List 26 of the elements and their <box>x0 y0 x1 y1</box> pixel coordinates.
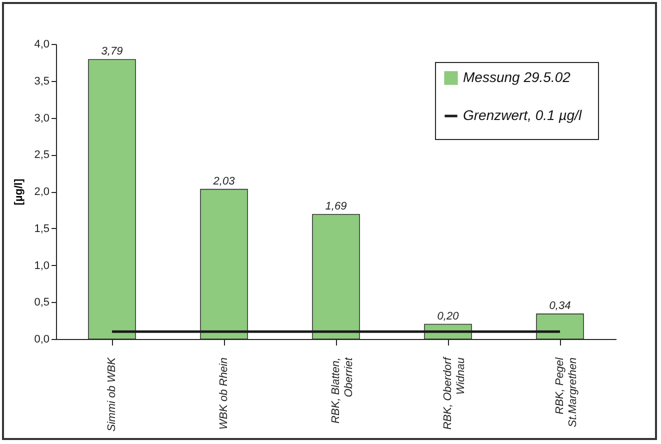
bar <box>312 214 360 340</box>
data-label: 0,34 <box>549 300 571 312</box>
y-tick-label: 1,5 <box>34 222 50 235</box>
x-tick-label: RBK, Oberdorf Widnau <box>442 356 467 430</box>
y-tick-label: 3,5 <box>34 75 50 88</box>
bar <box>88 59 136 340</box>
y-tick-label: 3,0 <box>34 112 50 124</box>
y-tick-label: 4,0 <box>34 38 50 50</box>
data-label: 2,03 <box>212 175 236 188</box>
data-label: 1,69 <box>325 200 347 212</box>
x-tick-label: RBK, Pegel St.Margrethen <box>554 356 579 428</box>
data-label: 0,20 <box>437 310 460 322</box>
y-tick-label: 2,0 <box>34 186 50 198</box>
y-axis-title: [µg/l] <box>13 178 26 206</box>
bar <box>200 188 248 340</box>
legend-label: Grenzwert, 0.1 µg/l <box>463 107 582 123</box>
y-tick-label: 0,0 <box>34 334 50 346</box>
y-tick-label: 0,5 <box>34 296 50 309</box>
y-tick-label: 1,0 <box>34 260 50 272</box>
x-tick-label: Simmi ob WBK <box>106 356 118 432</box>
data-label: 3,79 <box>101 45 123 58</box>
bar <box>536 314 584 340</box>
x-tick-label: RBK, Blatten, Oberriet <box>330 356 355 424</box>
x-tick-label: WBK ob Rhein <box>218 358 230 430</box>
legend-label: Messung 29.5.02 <box>463 69 571 85</box>
y-tick-label: 2,5 <box>34 149 50 162</box>
